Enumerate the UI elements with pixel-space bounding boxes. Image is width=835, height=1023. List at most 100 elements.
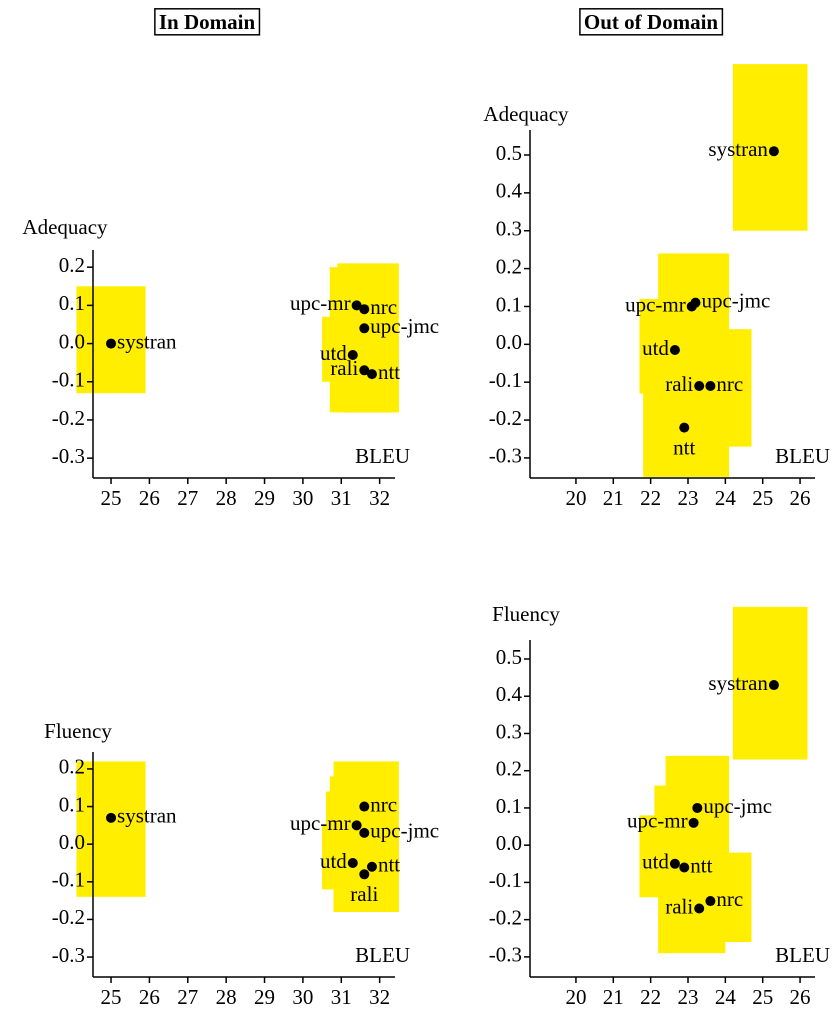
x-tick-label: 21 xyxy=(603,486,624,510)
x-tick-label: 27 xyxy=(177,985,198,1009)
x-tick-label: 27 xyxy=(177,486,198,510)
point xyxy=(692,802,703,813)
x-axis-label: BLEU xyxy=(775,444,830,468)
point-label: systran xyxy=(708,137,768,161)
point xyxy=(669,858,680,869)
y-tick-label: 0.4 xyxy=(496,179,523,203)
x-tick-label: 26 xyxy=(790,486,811,510)
point xyxy=(106,812,117,823)
x-tick-label: 25 xyxy=(101,985,122,1009)
title-box xyxy=(579,8,724,36)
point-label: nrc xyxy=(370,295,397,319)
point xyxy=(347,350,358,361)
y-tick-label: -0.1 xyxy=(489,368,522,392)
point xyxy=(366,861,377,872)
point xyxy=(679,862,690,873)
y-tick-label: 0.1 xyxy=(496,794,522,818)
y-tick-label: 0.2 xyxy=(496,757,522,781)
point-label: systran xyxy=(117,329,177,353)
point-label: utd xyxy=(642,850,669,874)
point xyxy=(359,869,370,880)
point-label: rali xyxy=(665,894,693,918)
point-label: utd xyxy=(642,336,669,360)
point-label: upc-mr xyxy=(290,811,351,835)
x-tick-label: 28 xyxy=(216,985,237,1009)
point-label: upc-mr xyxy=(290,291,351,315)
x-axis-label: BLEU xyxy=(355,943,410,967)
x-tick-label: 28 xyxy=(216,486,237,510)
x-tick-label: 26 xyxy=(790,985,811,1009)
x-tick-label: 24 xyxy=(715,486,737,510)
point xyxy=(359,827,370,838)
panel: -0.3 -0.2 -0.1 0.0 0.1 0.2 0.3 0.4 0.5 20 21 22 23 24… xyxy=(483,64,830,510)
point-label: upc-mr xyxy=(625,292,686,316)
y-tick-label: -0.1 xyxy=(489,868,522,892)
x-tick-label: 26 xyxy=(139,985,160,1009)
point-label: utd xyxy=(320,849,347,873)
y-tick-label: 0.4 xyxy=(496,682,523,706)
point-label: ntt xyxy=(378,853,400,877)
x-tick-label: 32 xyxy=(369,985,390,1009)
y-tick-label: 0.0 xyxy=(496,831,522,855)
x-tick-label: 30 xyxy=(292,486,313,510)
point xyxy=(690,297,701,308)
y-tick-label: -0.2 xyxy=(52,406,85,430)
y-tick-label: 0.1 xyxy=(496,292,522,316)
interval-box xyxy=(333,847,395,912)
point-label: upc-jmc xyxy=(370,819,439,843)
x-tick-label: 29 xyxy=(254,486,275,510)
y-tick-label: 0.0 xyxy=(496,330,522,354)
point xyxy=(366,369,377,380)
y-tick-label: -0.1 xyxy=(52,368,85,392)
panel: -0.3 -0.2 -0.1 0.0 0.1 0.2 25 26 27 28 29 30 31 32 Ade… xyxy=(22,215,439,510)
x-tick-label: 26 xyxy=(139,486,160,510)
point-label: upc-jmc xyxy=(701,288,770,312)
point xyxy=(705,896,716,907)
y-tick-label: -0.3 xyxy=(52,943,85,967)
point xyxy=(359,304,370,315)
point-label: systran xyxy=(708,671,768,695)
x-tick-label: 20 xyxy=(565,486,586,510)
point-label: systran xyxy=(117,804,177,828)
point xyxy=(679,422,690,433)
x-tick-label: 21 xyxy=(603,985,624,1009)
point-label: ntt xyxy=(378,360,400,384)
column-title: In Domain xyxy=(159,10,256,34)
x-tick-label: 25 xyxy=(752,985,773,1009)
point-label: ntt xyxy=(690,853,712,877)
y-tick-label: -0.3 xyxy=(52,444,85,468)
panel: -0.3 -0.2 -0.1 0.0 0.1 0.2 25 26 27 28 29 30 31 32 Flu… xyxy=(44,719,439,1009)
point-label: nrc xyxy=(716,887,743,911)
point xyxy=(694,380,705,391)
interval-box xyxy=(688,852,752,942)
point xyxy=(359,365,370,376)
y-tick-label: 0.1 xyxy=(59,792,85,816)
point-label: rali xyxy=(330,356,358,380)
y-tick-label: 0.3 xyxy=(496,217,522,241)
y-tick-label: 0.0 xyxy=(59,830,85,854)
panel: -0.3 -0.2 -0.1 0.0 0.1 0.2 0.3 0.4 0.5 20 21 22 23 24… xyxy=(489,602,830,1009)
point xyxy=(351,300,362,311)
point-label: upc-mr xyxy=(627,809,688,833)
x-tick-label: 31 xyxy=(331,486,352,510)
x-axis-label: BLEU xyxy=(355,444,410,468)
x-tick-label: 23 xyxy=(678,985,699,1009)
point xyxy=(768,680,779,691)
x-tick-label: 32 xyxy=(369,486,390,510)
y-axis-label: Adequacy xyxy=(483,102,569,126)
y-axis-label: Adequacy xyxy=(22,215,108,239)
point xyxy=(347,857,358,868)
point xyxy=(359,801,370,812)
y-axis-label: Fluency xyxy=(492,602,560,626)
x-tick-label: 20 xyxy=(565,985,586,1009)
interval-box xyxy=(76,761,146,897)
x-tick-label: 22 xyxy=(640,486,661,510)
y-tick-label: -0.2 xyxy=(489,905,522,929)
point-label: utd xyxy=(320,341,347,365)
point-label: rali xyxy=(665,372,693,396)
x-tick-label: 23 xyxy=(678,486,699,510)
y-tick-label: -0.3 xyxy=(489,444,522,468)
x-tick-label: 25 xyxy=(101,486,122,510)
y-tick-label: 0.2 xyxy=(59,755,85,779)
